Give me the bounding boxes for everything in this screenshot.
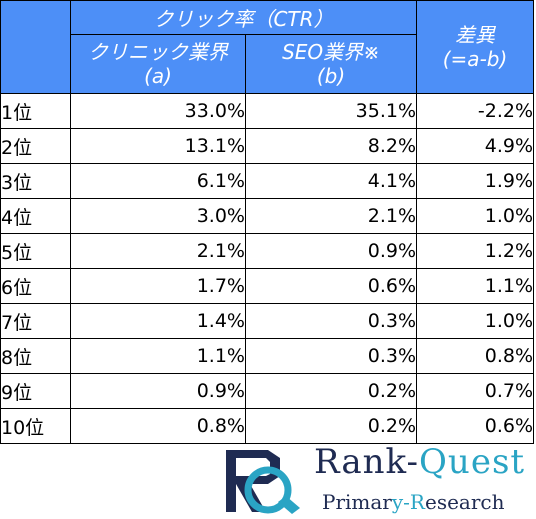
brand-name-part2: Quest [419,442,526,482]
seo-ctr-cell: 8.2% [244,128,418,164]
seo-ctr-cell: 0.6% [244,268,418,304]
diff-cell: 0.6% [416,408,535,444]
clinic-ctr-cell: 13.1% [70,128,246,164]
brand-tagline: Primary-Research [322,490,505,514]
clinic-header-title: クリニック業界 [88,40,228,64]
clinic-ctr-cell: 1.1% [70,338,246,374]
diff-cell: 1.2% [416,233,535,269]
diff-header-formula: (=a-b) [442,47,508,71]
rank-cell: 9位 [0,373,71,409]
brand-name-part1: Rank- [314,442,420,482]
clinic-ctr-cell: 2.1% [70,233,246,269]
diff-cell: 0.7% [416,373,535,409]
rank-cell: 7位 [0,303,71,339]
seo-ctr-cell: 0.3% [244,303,418,339]
seo-ctr-cell: 2.1% [244,198,418,234]
diff-header: 差異 (=a-b) [416,0,535,94]
brand-name: Rank-Quest [314,442,525,482]
diff-cell: 0.8% [416,338,535,374]
rank-cell: 8位 [0,338,71,374]
diff-cell: 1.9% [416,163,535,199]
clinic-ctr-cell: 3.0% [70,198,246,234]
seo-ctr-cell: 35.1% [244,93,418,129]
table-row: 8位 1.1% 0.3% 0.8% [0,338,535,374]
table-row: 7位 1.4% 0.3% 1.0% [0,303,535,339]
tagline-part2: y-R [391,490,425,514]
table-row: 9位 0.9% 0.2% 0.7% [0,373,535,409]
seo-ctr-cell: 0.2% [244,408,418,444]
table-row: 6位 1.7% 0.6% 1.1% [0,268,535,304]
ctr-comparison-table: クリック率（CTR） 差異 (=a-b) クリニック業界 (a) SEO業界※ … [0,0,535,444]
clinic-ctr-cell: 33.0% [70,93,246,129]
seo-header: SEO業界※ (b) [244,34,418,94]
tagline-part3: esearch [425,490,505,514]
seo-header-key: (b) [316,64,346,88]
rank-quest-logo: Rank-Quest Primary-Research [222,440,532,516]
rank-quest-logo-mark [226,450,300,514]
diff-cell: 1.0% [416,198,535,234]
diff-cell: 1.1% [416,268,535,304]
table-row: 3位 6.1% 4.1% 1.9% [0,163,535,199]
rank-cell: 6位 [0,268,71,304]
clinic-ctr-cell: 1.4% [70,303,246,339]
seo-ctr-cell: 0.9% [244,233,418,269]
table-row: 5位 2.1% 0.9% 1.2% [0,233,535,269]
clinic-ctr-cell: 1.7% [70,268,246,304]
clinic-header: クリニック業界 (a) [70,34,246,94]
rank-cell: 4位 [0,198,71,234]
table-row: 4位 3.0% 2.1% 1.0% [0,198,535,234]
seo-ctr-cell: 0.2% [244,373,418,409]
diff-cell: 1.0% [416,303,535,339]
clinic-ctr-cell: 6.1% [70,163,246,199]
diff-cell: -2.2% [416,93,535,129]
ctr-group-header: クリック率（CTR） [69,0,418,35]
rank-cell: 10位 [0,408,71,444]
table-body: 1位 33.0% 35.1% -2.2% 2位 13.1% 8.2% 4.9% 3位 6.1% 4.… [0,93,535,444]
table-row: 2位 13.1% 8.2% 4.9% [0,128,535,164]
table-row: 10位 0.8% 0.2% 0.6% [0,408,535,444]
diff-header-title: 差異 [455,23,496,47]
corner-cell [0,0,71,94]
rank-cell: 2位 [0,128,71,164]
seo-header-title: SEO業界※ [282,40,380,64]
seo-ctr-cell: 4.1% [244,163,418,199]
clinic-ctr-cell: 0.8% [70,408,246,444]
rank-cell: 5位 [0,233,71,269]
clinic-ctr-cell: 0.9% [70,373,246,409]
rank-cell: 1位 [0,93,71,129]
tagline-part1: Primar [322,490,392,514]
rank-cell: 3位 [0,163,71,199]
seo-ctr-cell: 0.3% [244,338,418,374]
diff-cell: 4.9% [416,128,535,164]
clinic-header-key: (a) [144,64,172,88]
table-row: 1位 33.0% 35.1% -2.2% [0,93,535,129]
